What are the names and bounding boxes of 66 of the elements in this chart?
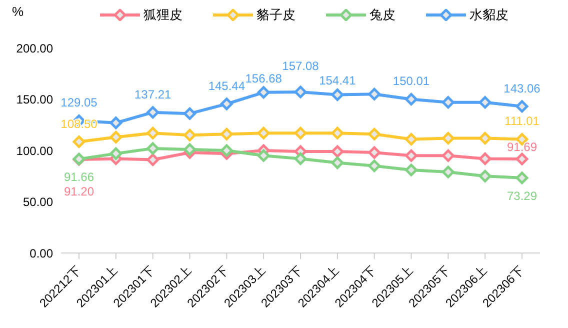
point bbox=[110, 130, 122, 144]
point bbox=[478, 96, 492, 109]
point bbox=[478, 170, 492, 182]
point bbox=[146, 153, 160, 166]
point bbox=[405, 149, 418, 162]
point bbox=[184, 128, 196, 142]
point bbox=[146, 142, 160, 155]
legend-label: 兔皮 bbox=[370, 6, 396, 24]
point bbox=[184, 143, 196, 156]
point bbox=[331, 156, 344, 170]
point bbox=[184, 107, 196, 120]
point bbox=[110, 147, 122, 160]
y-tick-label: 200.00 bbox=[16, 41, 54, 56]
point bbox=[331, 88, 344, 101]
point bbox=[405, 92, 418, 106]
point bbox=[110, 116, 122, 130]
point bbox=[294, 126, 307, 140]
point bbox=[405, 132, 418, 146]
point bbox=[146, 126, 160, 140]
data-label: 145.44 bbox=[208, 78, 246, 93]
point bbox=[442, 166, 454, 178]
point bbox=[442, 132, 454, 144]
legend-label: 狐狸皮 bbox=[144, 6, 182, 24]
point bbox=[331, 126, 344, 140]
point bbox=[220, 98, 233, 110]
point bbox=[368, 88, 381, 100]
y-tick-label: 150.00 bbox=[16, 92, 54, 107]
point bbox=[220, 144, 233, 157]
point bbox=[442, 96, 454, 109]
point bbox=[220, 128, 233, 140]
data-label: 143.06 bbox=[504, 81, 541, 96]
data-label: 111.01 bbox=[504, 114, 540, 128]
data-label: 156.68 bbox=[245, 71, 282, 86]
point bbox=[516, 172, 528, 184]
point bbox=[294, 152, 307, 165]
point bbox=[257, 86, 270, 99]
point bbox=[146, 106, 160, 119]
point bbox=[257, 149, 270, 162]
y-tick-label: 50.00 bbox=[22, 195, 54, 210]
data-label: 137.21 bbox=[134, 87, 172, 102]
y-tick-label: 0.00 bbox=[30, 246, 54, 260]
point bbox=[368, 160, 381, 172]
point bbox=[405, 164, 418, 176]
data-label: 91.20 bbox=[64, 184, 94, 199]
point bbox=[516, 152, 528, 166]
legend-label: 水貂皮 bbox=[470, 6, 508, 24]
y-tick-label: 100.00 bbox=[16, 144, 54, 158]
point bbox=[368, 128, 381, 140]
data-label: 150.01 bbox=[392, 74, 430, 88]
point bbox=[368, 146, 381, 159]
legend-label: 貉子皮 bbox=[256, 6, 296, 24]
y-axis-title: % bbox=[12, 4, 24, 19]
data-label: 91.66 bbox=[64, 170, 94, 184]
point bbox=[257, 126, 270, 140]
point bbox=[294, 86, 307, 98]
point bbox=[516, 100, 528, 113]
point bbox=[442, 149, 454, 162]
data-label: 73.29 bbox=[506, 188, 538, 203]
point bbox=[331, 145, 344, 158]
point bbox=[478, 132, 492, 144]
point bbox=[72, 136, 86, 148]
data-label: 154.41 bbox=[319, 74, 356, 88]
data-label: 157.08 bbox=[282, 58, 320, 73]
data-label: 129.05 bbox=[60, 96, 98, 110]
point bbox=[478, 152, 492, 165]
data-label: 91.69 bbox=[506, 140, 538, 154]
